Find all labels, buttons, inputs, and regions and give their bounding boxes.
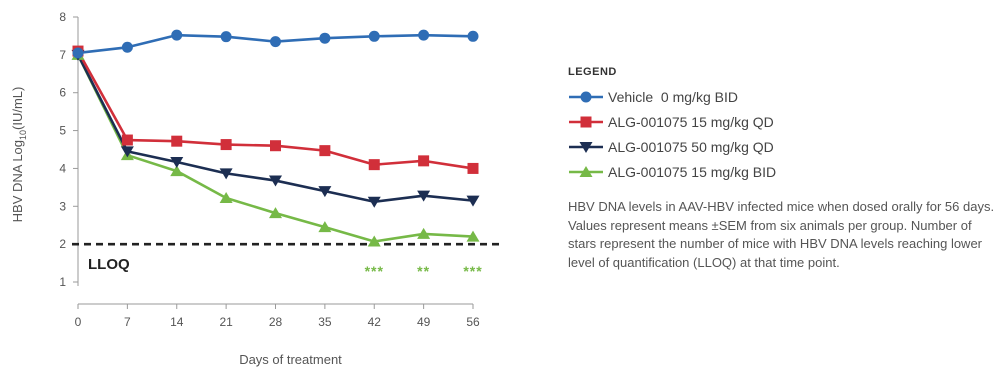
data-point — [270, 36, 281, 48]
x-tick-label: 49 — [417, 315, 431, 329]
data-point — [219, 191, 233, 203]
data-point — [120, 146, 134, 158]
legend-swatch — [569, 116, 603, 127]
y-tick-label: 6 — [59, 86, 66, 100]
x-tick-label: 14 — [170, 315, 184, 329]
data-point — [417, 227, 431, 239]
data-point — [467, 162, 479, 174]
legend-title: LEGEND — [568, 66, 617, 78]
legend-entry: ALG-001075 15 mg/kg BID — [568, 159, 998, 184]
data-point — [220, 31, 232, 43]
legend-swatch — [569, 165, 603, 177]
x-axis-label: Days of treatment — [239, 352, 342, 367]
legend-swatch — [569, 141, 603, 153]
data-point — [368, 30, 380, 42]
legend-label: ALG-001075 15 mg/kg QD — [608, 113, 774, 130]
significance-stars: *** — [365, 263, 384, 279]
y-tick-label: 8 — [59, 10, 66, 24]
legend-swatch-marker — [579, 141, 593, 153]
legend-label: Vehicle 0 mg/kg BID — [608, 88, 738, 105]
data-point — [269, 175, 282, 187]
legend-label: ALG-001075 50 mg/kg QD — [608, 138, 774, 155]
data-point — [72, 47, 84, 59]
y-tick-label: 5 — [59, 124, 66, 138]
data-point — [367, 235, 381, 247]
data-point — [466, 230, 480, 242]
data-point — [170, 165, 184, 177]
legend-swatch-marker — [580, 91, 592, 102]
data-point — [418, 155, 430, 167]
chart-caption: HBV DNA levels in AAV-HBV infected mice … — [568, 199, 995, 270]
x-tick-label: 42 — [368, 315, 382, 329]
y-tick-label: 7 — [59, 48, 66, 62]
y-tick-label: 1 — [59, 275, 66, 289]
data-point — [171, 135, 183, 147]
data-point — [367, 196, 381, 208]
significance-stars: *** — [463, 263, 482, 279]
data-point — [220, 139, 232, 151]
data-point — [466, 195, 480, 207]
data-point — [270, 140, 281, 152]
legend-swatch-marker — [579, 165, 593, 177]
data-point — [368, 159, 380, 171]
data-point — [418, 29, 430, 41]
data-point — [318, 186, 332, 198]
x-tick-label: 56 — [466, 315, 480, 329]
lloq-label: LLOQ — [88, 256, 130, 273]
x-tick-label: 28 — [269, 315, 283, 329]
data-point — [318, 221, 332, 233]
x-tick-label: 0 — [75, 315, 82, 329]
x-tick-label: 35 — [318, 315, 332, 329]
x-tick-label: 21 — [219, 315, 233, 329]
legend-swatch-marker — [580, 116, 592, 127]
legend: LEGEND Vehicle 0 mg/kg BID ALG-001075 15 … — [568, 66, 998, 272]
y-tick-label: 4 — [59, 161, 66, 175]
data-point — [219, 168, 233, 180]
y-axis-label: HBV DNA Log10(IU/mL) — [10, 87, 28, 223]
legend-entry: Vehicle 0 mg/kg BID — [568, 84, 998, 109]
data-point — [269, 207, 282, 219]
y-tick-label: 2 — [59, 237, 66, 251]
legend-label: ALG-001075 15 mg/kg BID — [608, 163, 777, 180]
data-point — [171, 29, 183, 41]
significance-stars: ** — [417, 263, 430, 279]
data-point — [319, 145, 331, 157]
data-point — [121, 134, 133, 146]
data-point — [319, 32, 331, 44]
legend-entry: ALG-001075 50 mg/kg QD — [568, 134, 998, 159]
data-point — [121, 41, 133, 53]
legend-entry: ALG-001075 15 mg/kg QD — [568, 109, 998, 134]
y-tick-label: 3 — [59, 199, 66, 213]
data-point — [467, 30, 479, 42]
data-point — [417, 190, 431, 202]
data-point — [170, 156, 184, 168]
x-tick-label: 7 — [124, 315, 131, 329]
legend-swatch — [569, 91, 603, 102]
